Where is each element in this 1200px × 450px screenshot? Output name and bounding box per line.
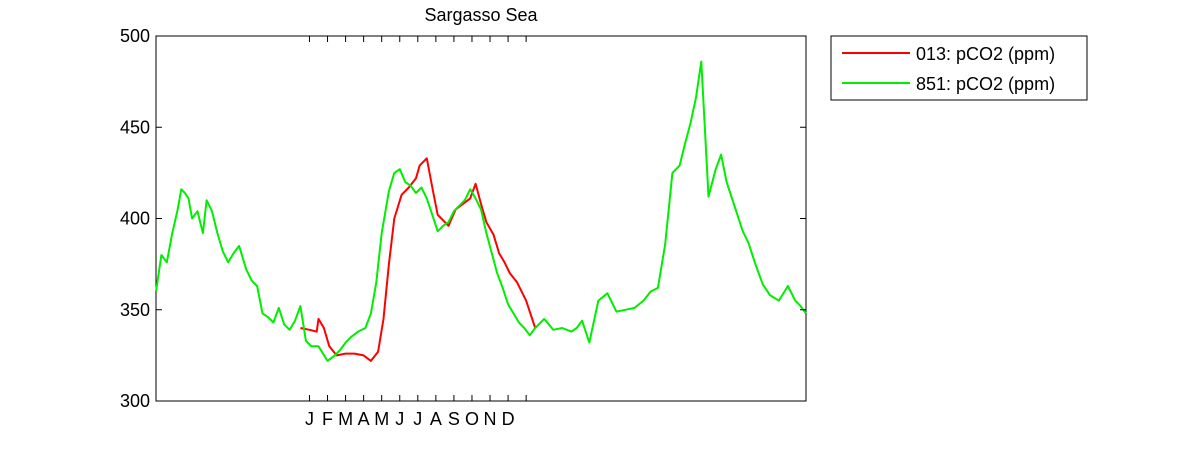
series-layer (155, 60, 807, 362)
x-tick-label: N (484, 409, 497, 429)
x-tick-label: A (430, 409, 442, 429)
legend-label-013: 013: pCO2 (ppm) (916, 44, 1055, 64)
x-tick-label: J (305, 409, 314, 429)
y-tick-label: 400 (120, 209, 150, 229)
plot-frame (155, 35, 807, 402)
legend: 013: pCO2 (ppm) 851: pCO2 (ppm) (830, 35, 1088, 101)
x-tick-label: O (465, 409, 479, 429)
series-line-1 (155, 60, 807, 362)
x-tick-label: D (502, 409, 515, 429)
x-tick-label: M (374, 409, 389, 429)
y-tick-label: 350 (120, 300, 150, 320)
x-tick-label: J (395, 409, 404, 429)
x-tick-label: F (322, 409, 333, 429)
chart-title: Sargasso Sea (424, 5, 538, 25)
plot-area (155, 35, 807, 402)
y-tick-label: 500 (120, 26, 150, 46)
legend-label-851: 851: pCO2 (ppm) (916, 74, 1055, 94)
series-line-0 (300, 157, 537, 362)
x-tick-label: A (358, 409, 370, 429)
y-tick-label: 300 (120, 391, 150, 411)
y-tick-label: 450 (120, 117, 150, 137)
x-tick-label: J (413, 409, 422, 429)
legend-box (830, 35, 1088, 101)
x-tick-label: S (448, 409, 460, 429)
x-tick-label: M (338, 409, 353, 429)
